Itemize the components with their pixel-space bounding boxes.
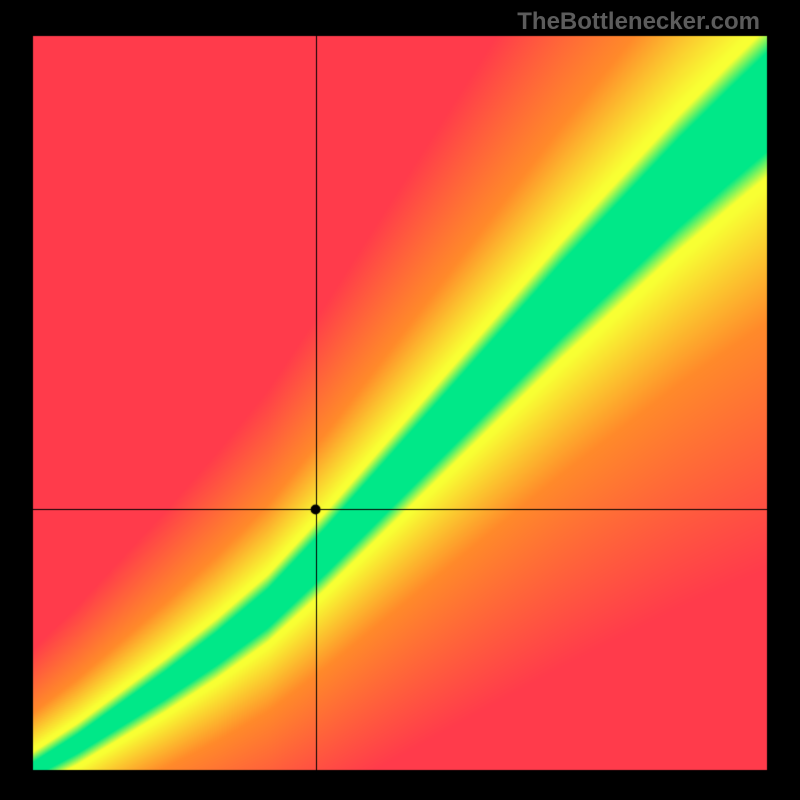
bottleneck-heatmap <box>0 0 800 800</box>
chart-container: TheBottlenecker.com <box>0 0 800 800</box>
